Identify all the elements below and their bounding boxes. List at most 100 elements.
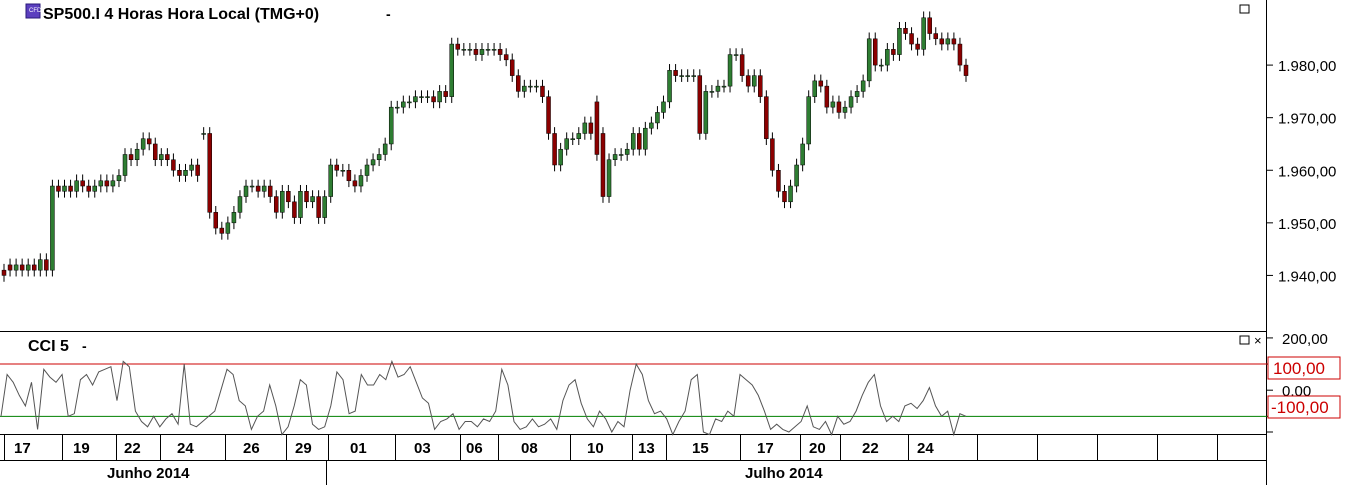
candle-body [413, 96, 418, 103]
cci-lower-badge [1267, 395, 1341, 419]
candle-body [461, 49, 467, 51]
candle-body [497, 49, 503, 55]
maximize-icon[interactable] [1239, 4, 1250, 14]
cci-maximize-icon[interactable] [1239, 335, 1250, 345]
candle-body [304, 191, 309, 203]
candle-body [963, 64, 969, 76]
candle-body [866, 38, 872, 82]
candle-body [915, 43, 920, 50]
candle-body [334, 164, 340, 171]
chart-title-group[interactable]: CFD SP500.I 4 Horas Hora Local (TMG+0) - [25, 3, 391, 23]
cci-dropdown-arrow[interactable]: - [82, 338, 87, 354]
candle-body [630, 133, 636, 150]
cci-upper-badge [1267, 356, 1341, 380]
day-label: 13 [638, 440, 655, 457]
day-label: 17 [14, 440, 31, 457]
candle-body [830, 101, 836, 108]
candle-body [879, 64, 884, 67]
candle-body [558, 148, 563, 166]
cci-label: CCI 5 [28, 338, 69, 355]
candle-body [661, 101, 666, 113]
candle-body [957, 43, 963, 66]
candle-body [153, 143, 158, 160]
candle-body [171, 159, 176, 171]
day-label: 20 [809, 440, 826, 457]
candle-body [310, 196, 315, 203]
day-label: 15 [692, 440, 709, 457]
month-axis: Junho 2014 Julho 2014 [107, 461, 823, 485]
candle-body [364, 164, 370, 176]
candle-body [854, 91, 860, 97]
day-label: 19 [73, 440, 90, 457]
candle-body [897, 28, 902, 55]
candle-body [848, 96, 854, 108]
candle-body [715, 85, 721, 92]
candle-body [98, 180, 104, 187]
day-label: 22 [862, 440, 879, 457]
candle-body [328, 164, 333, 197]
candle-body [697, 75, 703, 134]
candle-body [540, 85, 545, 97]
candle-body [721, 85, 727, 88]
cci-close-icon[interactable]: × [1254, 333, 1262, 348]
candle-body [419, 96, 424, 98]
candle-body [503, 54, 509, 61]
candle-body [322, 196, 327, 218]
candle-body [624, 148, 630, 155]
candle-body [842, 106, 848, 113]
candle-body [286, 191, 291, 203]
day-label: 24 [917, 440, 934, 457]
candle-body [201, 133, 206, 135]
candle-body [249, 185, 255, 188]
candle-body [618, 154, 624, 156]
candle-body [933, 33, 938, 40]
candle-body [50, 185, 55, 271]
candle-body [594, 101, 600, 155]
candle-body [80, 180, 85, 187]
candle-body [437, 91, 442, 103]
candle-body [358, 175, 364, 187]
candle-body [885, 49, 890, 66]
candle-body [274, 196, 279, 213]
candle-body [261, 185, 267, 192]
candle-body [13, 264, 19, 271]
candle-body [56, 185, 61, 192]
candle-body [600, 133, 606, 197]
cfd-icon-glyph: CFD [29, 8, 42, 14]
candle-body [655, 112, 660, 124]
candles-group [1, 11, 969, 282]
candle-body [491, 49, 497, 51]
candle-body [576, 133, 582, 139]
candle-body [455, 43, 461, 50]
candle-body [782, 191, 787, 203]
candle-body [534, 85, 539, 88]
chart-title: SP500.I 4 Horas Hora Local (TMG+0) [43, 6, 319, 23]
candle-body [903, 28, 908, 34]
candle-body [806, 96, 811, 145]
candle-body [836, 101, 842, 113]
candle-body [280, 191, 285, 213]
candle-body [395, 106, 400, 109]
candle-body [909, 33, 914, 45]
candle-body [582, 122, 588, 134]
candle-body [110, 180, 116, 187]
candle-body [891, 49, 896, 55]
candle-body [673, 70, 678, 76]
candle-body [643, 127, 648, 150]
candle-body [92, 185, 98, 192]
price-tick-label: 1.940,00 [1278, 268, 1336, 285]
candle-body [758, 75, 763, 97]
candle-body [346, 170, 352, 182]
candle-body [38, 259, 43, 271]
candle-body [727, 54, 733, 87]
candle-body [255, 185, 261, 192]
candle-body [25, 264, 31, 271]
candle-body [788, 185, 793, 203]
candle-body [267, 185, 273, 197]
candle-body [522, 85, 527, 92]
candle-body [195, 164, 200, 176]
title-dropdown-arrow[interactable]: - [386, 6, 391, 22]
candle-body [104, 180, 110, 187]
candle-body [691, 75, 696, 77]
